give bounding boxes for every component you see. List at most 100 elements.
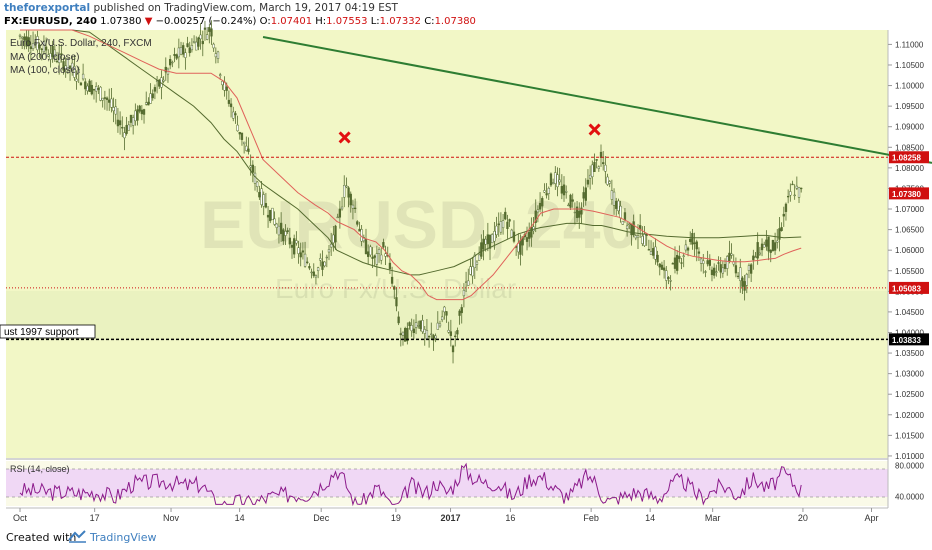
x-marker-icon (588, 123, 601, 136)
chart-canvas[interactable]: EURUSD, 240 Euro Fx/U.S. Dollar 1.110001… (0, 0, 932, 526)
candle-body (778, 228, 781, 240)
price-tag-label: 1.03833 (892, 336, 921, 345)
y-tick-label: 1.04000 (895, 328, 924, 337)
candle-body (667, 277, 670, 279)
candle-body (275, 223, 278, 228)
candle-body (501, 220, 505, 229)
candle-body (214, 53, 217, 58)
tradingview-brand[interactable]: TradingView (90, 531, 157, 544)
candle-body (132, 117, 135, 126)
candle-body (758, 252, 762, 255)
candle-body (249, 165, 252, 168)
trendline[interactable] (262, 36, 932, 164)
candle-body (556, 174, 559, 188)
symbol-label: FX:EURUSD, 240 (4, 16, 97, 27)
publisher-name[interactable]: theforexportal (4, 2, 91, 14)
candle-body (306, 261, 309, 263)
candle-body (188, 47, 191, 54)
x-tick-label: Mar (705, 513, 721, 523)
candle-body (636, 235, 640, 238)
candle-body (495, 225, 498, 236)
candle-body (123, 132, 126, 139)
candle-body (136, 109, 139, 121)
candle-body (467, 280, 470, 286)
candle-body (225, 86, 228, 91)
candle-body (273, 218, 276, 225)
candle-body (149, 93, 152, 104)
x-marker-icon (338, 131, 351, 144)
price-tags: 1.08258 1.07380 1.05083 1.03833 (889, 151, 929, 346)
candle-body (669, 280, 672, 282)
legend-symbol: Euro Fx/U.S. Dollar, 240, FXCM (10, 38, 152, 49)
candle-body (462, 289, 466, 297)
candle-body (662, 267, 666, 271)
candle-body (689, 238, 692, 242)
price-tag-box (889, 333, 929, 346)
support-label-box (0, 324, 96, 339)
candle-body (71, 62, 74, 71)
candle-body (449, 331, 453, 336)
candle-body (362, 237, 365, 242)
candle-body (567, 204, 570, 207)
candle-body (399, 333, 402, 336)
candle-body (42, 40, 46, 53)
candle-body (177, 47, 181, 58)
candle-body (586, 179, 590, 185)
high-value: 1.07553 (326, 16, 368, 27)
candle-body (491, 234, 494, 244)
candle-body (325, 256, 328, 259)
candle-body (551, 182, 555, 184)
rsi-legend: RSI (14, close) (10, 464, 70, 474)
x-markers[interactable] (338, 123, 601, 144)
candle-body (205, 34, 209, 40)
candle-body (384, 253, 387, 257)
candle-body (60, 53, 63, 55)
last-price: 1.07380 (100, 16, 142, 27)
candle-body (51, 45, 54, 57)
ma-100-line (20, 29, 802, 301)
candle-body (210, 28, 213, 37)
candle-body (684, 244, 688, 251)
candle-body (569, 194, 572, 208)
candle-body (628, 223, 631, 226)
candle-body (410, 325, 413, 332)
candle-body (240, 132, 244, 140)
candle-body (358, 228, 361, 232)
candle-body (58, 54, 61, 63)
candle-body (719, 264, 722, 273)
candle-body (760, 243, 764, 251)
candle-body (77, 69, 80, 74)
y-tick-label: 1.02000 (895, 411, 924, 420)
y-tick-label: 1.07000 (895, 205, 924, 214)
candle-body (713, 267, 716, 276)
x-tick-label: 16 (505, 513, 515, 523)
candle-body (549, 173, 553, 186)
candle-body (427, 335, 431, 338)
candle-body (182, 45, 185, 55)
support-annotation[interactable]: ust 1997 support (0, 324, 96, 339)
candle-body (179, 47, 183, 55)
candle-body (408, 322, 411, 326)
price-axis-ticks: 1.11000 1.10500 1.10000 1.09500 1.09000 1.085… (888, 40, 924, 461)
candle-body (158, 79, 161, 87)
candle-body (173, 54, 176, 56)
candle-body (773, 242, 777, 251)
candle-body (171, 61, 174, 64)
candle-body (97, 88, 100, 90)
rsi-line (19, 462, 802, 507)
open-label: O: (259, 16, 271, 27)
horizontal-levels[interactable] (6, 156, 888, 341)
watermark: EURUSD, 240 Euro Fx/U.S. Dollar (200, 187, 638, 304)
candle-body (338, 208, 342, 218)
candle-body (584, 187, 587, 201)
candle-body (682, 255, 685, 257)
candle-body (673, 257, 677, 269)
y-tick-label: 1.10000 (895, 82, 924, 91)
candle-body (242, 141, 246, 145)
candle-body (464, 281, 468, 283)
candle-body (234, 113, 237, 116)
candle-body (734, 265, 738, 274)
candle-body (643, 233, 646, 246)
candle-body (710, 269, 714, 276)
candle-body (103, 97, 107, 99)
